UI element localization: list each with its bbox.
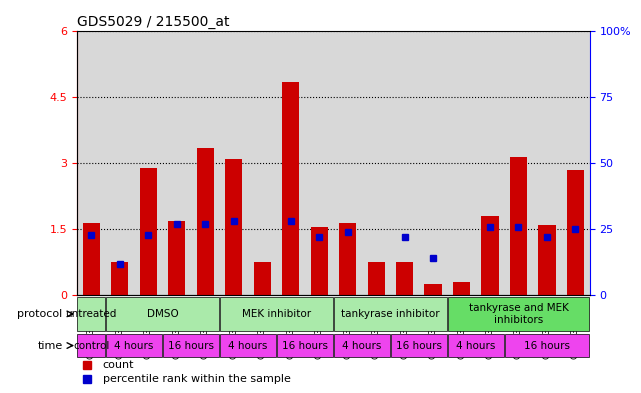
Text: time: time xyxy=(37,341,63,351)
FancyBboxPatch shape xyxy=(106,297,219,331)
Bar xyxy=(510,157,527,296)
Bar xyxy=(140,168,156,296)
Text: tankyrase inhibitor: tankyrase inhibitor xyxy=(341,309,440,319)
Bar xyxy=(111,263,128,296)
Text: untreated: untreated xyxy=(65,309,117,319)
Bar xyxy=(162,31,191,296)
Text: protocol: protocol xyxy=(17,309,63,319)
Text: 16 hours: 16 hours xyxy=(282,341,328,351)
FancyBboxPatch shape xyxy=(448,297,589,331)
Text: 4 hours: 4 hours xyxy=(228,341,267,351)
Text: tankyrase and MEK
inhibitors: tankyrase and MEK inhibitors xyxy=(469,303,569,325)
Text: 16 hours: 16 hours xyxy=(524,341,570,351)
Bar xyxy=(197,148,213,296)
Bar xyxy=(424,285,442,296)
Bar xyxy=(333,31,362,296)
Bar xyxy=(390,31,419,296)
Text: 16 hours: 16 hours xyxy=(395,341,442,351)
FancyBboxPatch shape xyxy=(78,297,105,331)
Bar xyxy=(83,223,100,296)
Bar xyxy=(168,220,185,296)
Bar xyxy=(310,227,328,296)
Bar xyxy=(77,31,105,296)
Bar xyxy=(276,31,305,296)
Bar xyxy=(533,31,562,296)
Bar xyxy=(105,31,134,296)
FancyBboxPatch shape xyxy=(334,334,390,357)
FancyBboxPatch shape xyxy=(220,297,333,331)
FancyBboxPatch shape xyxy=(106,334,162,357)
Bar xyxy=(134,31,162,296)
Bar xyxy=(476,31,504,296)
FancyBboxPatch shape xyxy=(277,334,333,357)
FancyBboxPatch shape xyxy=(163,334,219,357)
Text: MEK inhibitor: MEK inhibitor xyxy=(242,309,311,319)
Bar xyxy=(538,225,556,296)
Bar xyxy=(254,263,271,296)
Bar xyxy=(396,263,413,296)
Bar xyxy=(453,282,470,296)
Bar xyxy=(219,31,248,296)
Bar xyxy=(562,31,590,296)
Bar xyxy=(367,263,385,296)
FancyBboxPatch shape xyxy=(334,297,447,331)
Text: control: control xyxy=(73,341,110,351)
Text: DMSO: DMSO xyxy=(147,309,178,319)
Bar xyxy=(567,170,584,296)
Text: 4 hours: 4 hours xyxy=(342,341,381,351)
Bar xyxy=(339,223,356,296)
Bar xyxy=(191,31,219,296)
Text: 4 hours: 4 hours xyxy=(114,341,154,351)
Bar xyxy=(419,31,447,296)
Bar xyxy=(248,31,276,296)
Text: count: count xyxy=(103,360,134,370)
FancyBboxPatch shape xyxy=(448,334,504,357)
Bar xyxy=(282,82,299,296)
Text: 4 hours: 4 hours xyxy=(456,341,495,351)
Bar xyxy=(481,216,499,296)
Bar xyxy=(362,31,390,296)
Text: 16 hours: 16 hours xyxy=(168,341,214,351)
Bar xyxy=(225,159,242,296)
FancyBboxPatch shape xyxy=(505,334,589,357)
Text: percentile rank within the sample: percentile rank within the sample xyxy=(103,373,290,384)
Text: GDS5029 / 215500_at: GDS5029 / 215500_at xyxy=(77,15,229,29)
Bar xyxy=(504,31,533,296)
Bar xyxy=(305,31,333,296)
FancyBboxPatch shape xyxy=(391,334,447,357)
FancyBboxPatch shape xyxy=(78,334,105,357)
Bar xyxy=(447,31,476,296)
FancyBboxPatch shape xyxy=(220,334,276,357)
